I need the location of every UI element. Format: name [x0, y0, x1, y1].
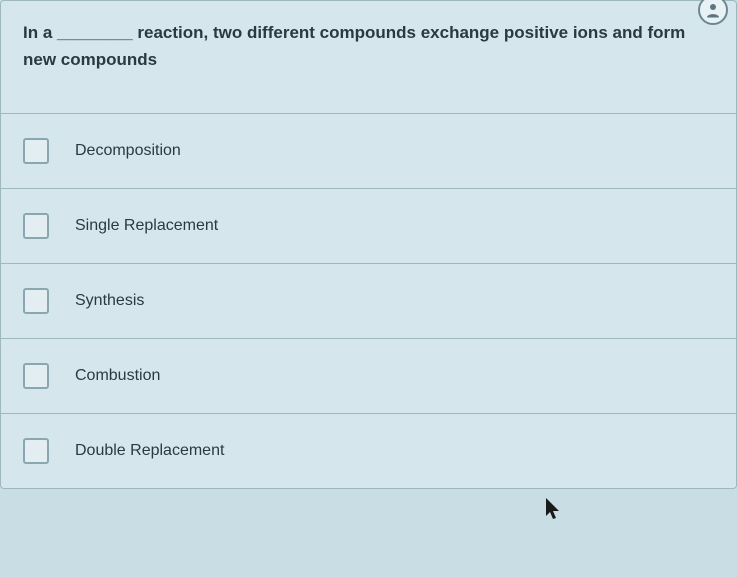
option-row-synthesis[interactable]: Synthesis	[1, 264, 736, 339]
checkbox-decomposition[interactable]	[23, 138, 49, 164]
option-row-combustion[interactable]: Combustion	[1, 339, 736, 414]
question-area: In a ________ reaction, two different co…	[1, 1, 736, 114]
option-label: Decomposition	[75, 142, 181, 160]
checkbox-combustion[interactable]	[23, 363, 49, 389]
option-label: Synthesis	[75, 292, 144, 310]
option-row-decomposition[interactable]: Decomposition	[1, 114, 736, 189]
quiz-card: In a ________ reaction, two different co…	[0, 0, 737, 489]
option-label: Combustion	[75, 367, 160, 385]
mouse-cursor-icon	[545, 498, 563, 527]
option-label: Single Replacement	[75, 217, 218, 235]
checkbox-double-replacement[interactable]	[23, 438, 49, 464]
option-row-double-replacement[interactable]: Double Replacement	[1, 414, 736, 488]
question-text: In a ________ reaction, two different co…	[23, 19, 714, 73]
person-icon	[704, 1, 722, 19]
option-label: Double Replacement	[75, 442, 224, 460]
checkbox-single-replacement[interactable]	[23, 213, 49, 239]
checkbox-synthesis[interactable]	[23, 288, 49, 314]
option-row-single-replacement[interactable]: Single Replacement	[1, 189, 736, 264]
